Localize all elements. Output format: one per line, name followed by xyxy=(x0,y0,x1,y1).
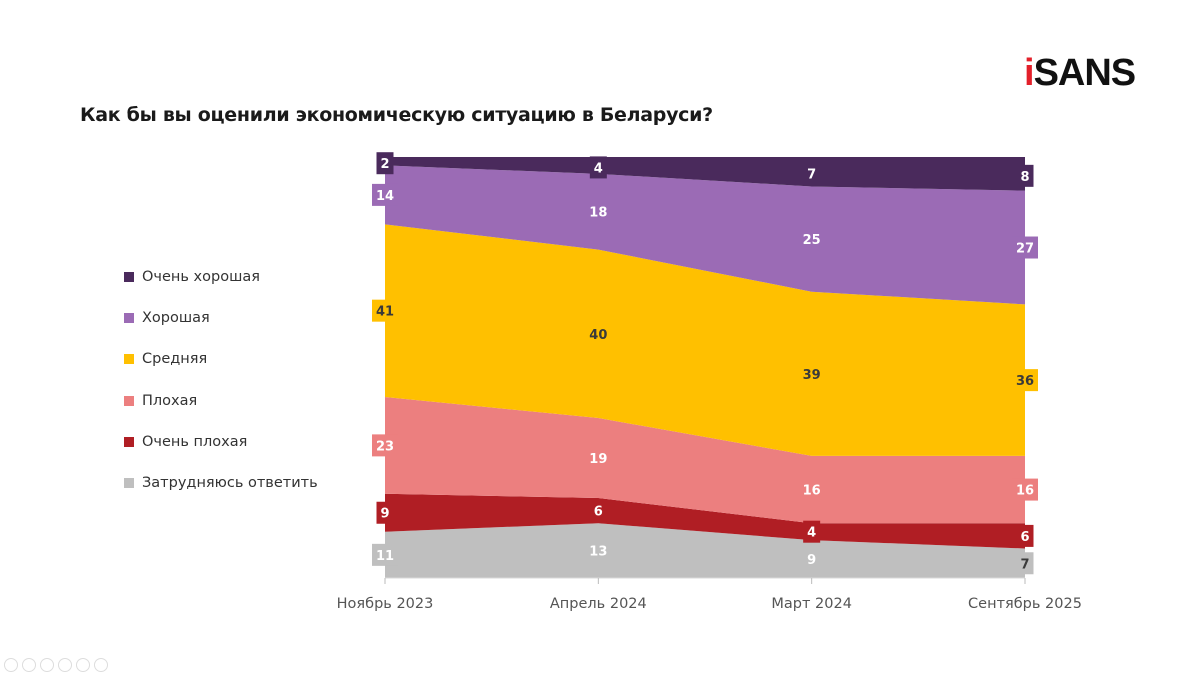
data-label: 39 xyxy=(803,368,821,383)
area-1 xyxy=(385,493,1025,549)
isans-logo: iSANS xyxy=(1024,52,1136,94)
legend-item: Средняя xyxy=(124,339,318,380)
legend-swatch xyxy=(124,271,134,282)
data-label-box xyxy=(1012,236,1038,259)
area-5 xyxy=(385,157,1025,191)
data-label: 9 xyxy=(807,553,816,568)
legend-swatch xyxy=(124,354,134,365)
prev-icon[interactable] xyxy=(4,658,18,672)
data-label: 7 xyxy=(807,168,816,183)
legend-swatch xyxy=(124,312,134,323)
data-label: 23 xyxy=(376,439,394,454)
x-tick-label: Ноябрь 2023 xyxy=(337,596,434,612)
area-4 xyxy=(385,165,1025,305)
data-label-box xyxy=(589,499,607,522)
data-label-box xyxy=(1012,369,1038,392)
data-label: 2 xyxy=(380,157,389,172)
data-label-box xyxy=(372,299,398,322)
data-label-box xyxy=(372,183,398,206)
data-label: 25 xyxy=(803,233,821,248)
data-label-box xyxy=(376,152,394,175)
legend-item: Затрудняюсь ответить xyxy=(124,462,318,503)
data-label: 40 xyxy=(589,328,607,343)
legend-label: Очень хорошая xyxy=(142,268,260,285)
data-label: 16 xyxy=(803,484,821,499)
data-label: 27 xyxy=(1016,242,1034,257)
zoom-icon[interactable] xyxy=(76,658,90,672)
more-icon[interactable] xyxy=(94,658,108,672)
legend-item: Хорошая xyxy=(124,297,318,338)
x-tick-label: Апрель 2024 xyxy=(550,596,647,612)
data-label: 4 xyxy=(594,161,603,176)
data-label-box xyxy=(803,162,821,185)
presentation-controls[interactable] xyxy=(4,658,108,672)
data-label: 19 xyxy=(589,452,607,467)
data-label: 7 xyxy=(1020,557,1029,572)
data-label: 11 xyxy=(376,549,394,564)
data-label: 6 xyxy=(594,505,603,520)
legend: Очень хорошая Хорошая Средняя Плохая Очень п… xyxy=(124,256,318,504)
data-label-box xyxy=(372,434,398,457)
data-label: 18 xyxy=(589,206,607,221)
legend-swatch xyxy=(124,395,134,406)
area-3 xyxy=(385,224,1025,456)
data-label-box xyxy=(1016,524,1034,547)
legend-label: Хорошая xyxy=(142,309,210,326)
data-label: 14 xyxy=(376,189,394,204)
area-2 xyxy=(385,396,1025,524)
legend-item: Очень хорошая xyxy=(124,256,318,297)
next-icon[interactable] xyxy=(22,658,36,672)
data-label: 4 xyxy=(807,526,816,541)
data-label-box xyxy=(1016,164,1034,187)
data-label: 9 xyxy=(380,507,389,522)
data-label-box xyxy=(803,520,821,543)
legend-swatch xyxy=(124,436,134,447)
data-label: 16 xyxy=(1016,484,1034,499)
legend-label: Средняя xyxy=(142,351,208,368)
chart-title: Как бы вы оценили экономическую ситуацию… xyxy=(80,104,713,126)
data-label: 36 xyxy=(1016,374,1034,389)
data-label-box xyxy=(376,501,394,524)
data-label: 13 xyxy=(589,545,607,560)
area-0 xyxy=(385,523,1025,578)
legend-label: Затрудняюсь ответить xyxy=(142,475,318,492)
data-label: 6 xyxy=(1020,530,1029,545)
legend-item: Плохая xyxy=(124,380,318,421)
legend-item: Очень плохая xyxy=(124,421,318,462)
x-tick-label: Сентябрь 2025 xyxy=(968,596,1082,612)
data-label-box xyxy=(1016,552,1034,575)
legend-swatch xyxy=(124,478,134,489)
slides-icon[interactable] xyxy=(58,658,72,672)
pen-icon[interactable] xyxy=(40,658,54,672)
data-label-box xyxy=(1012,478,1038,501)
legend-label: Плохая xyxy=(142,392,198,409)
data-label: 41 xyxy=(376,305,394,320)
legend-label: Очень плохая xyxy=(142,433,248,450)
data-label: 8 xyxy=(1020,170,1029,185)
data-label-box xyxy=(589,156,607,179)
data-label-box xyxy=(372,543,398,566)
x-tick-label: Март 2024 xyxy=(771,596,852,612)
